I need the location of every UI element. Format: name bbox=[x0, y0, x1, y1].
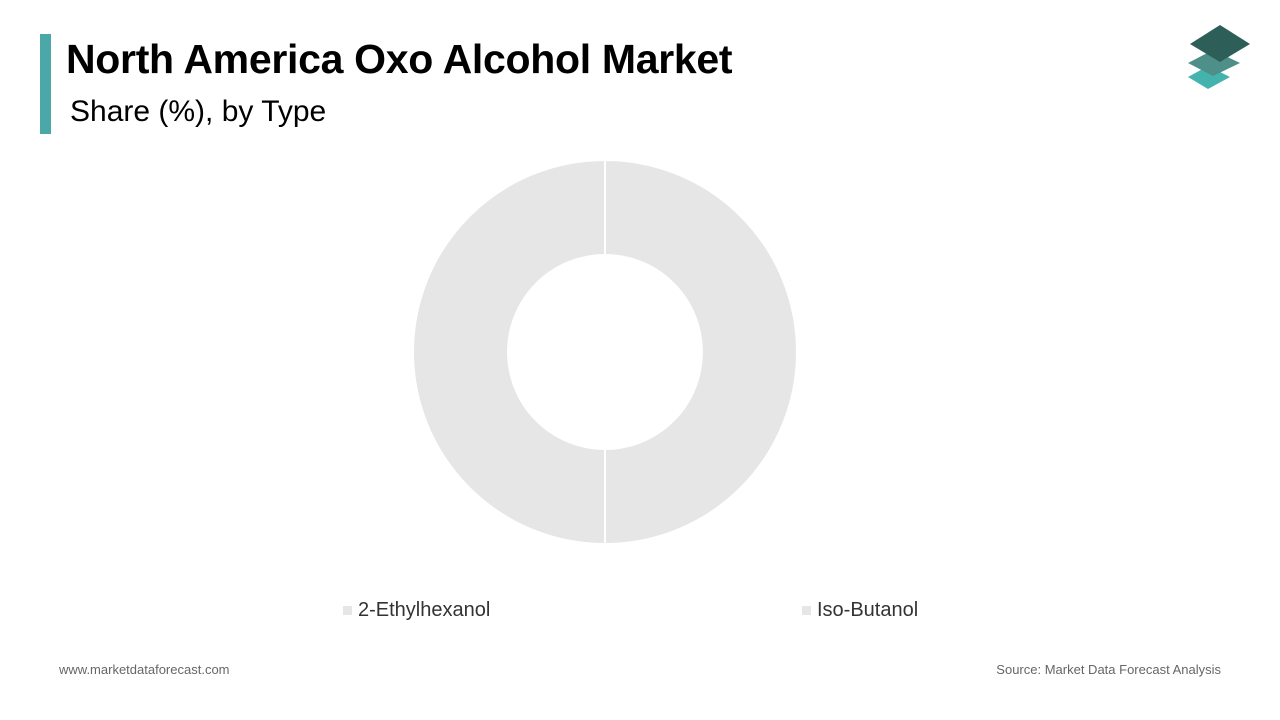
legend-label: Iso-Butanol bbox=[817, 598, 919, 621]
donut-slice-2-ethylhexanol bbox=[604, 158, 798, 546]
page-subtitle: Share (%), by Type bbox=[70, 95, 327, 128]
legend-label: 2-Ethylhexanol bbox=[358, 598, 491, 621]
legend-swatch bbox=[343, 605, 352, 615]
title-accent-bar bbox=[40, 34, 51, 134]
logo-layer-middle bbox=[1188, 50, 1240, 76]
footer-source: Source: Market Data Forecast Analysis bbox=[996, 662, 1221, 677]
legend-item-2-ethylhexanol: 2-Ethylhexanol bbox=[343, 598, 490, 622]
stacked-layers-logo-icon bbox=[1188, 25, 1250, 89]
legend-swatch bbox=[802, 605, 811, 615]
donut-slice-iso-butanol bbox=[412, 158, 606, 546]
page-title: North America Oxo Alcohol Market bbox=[66, 36, 733, 82]
logo-layer-top bbox=[1190, 25, 1250, 62]
legend-item-iso-butanol: Iso-Butanol bbox=[802, 598, 918, 622]
footer-website: www.marketdataforecast.com bbox=[59, 662, 230, 677]
